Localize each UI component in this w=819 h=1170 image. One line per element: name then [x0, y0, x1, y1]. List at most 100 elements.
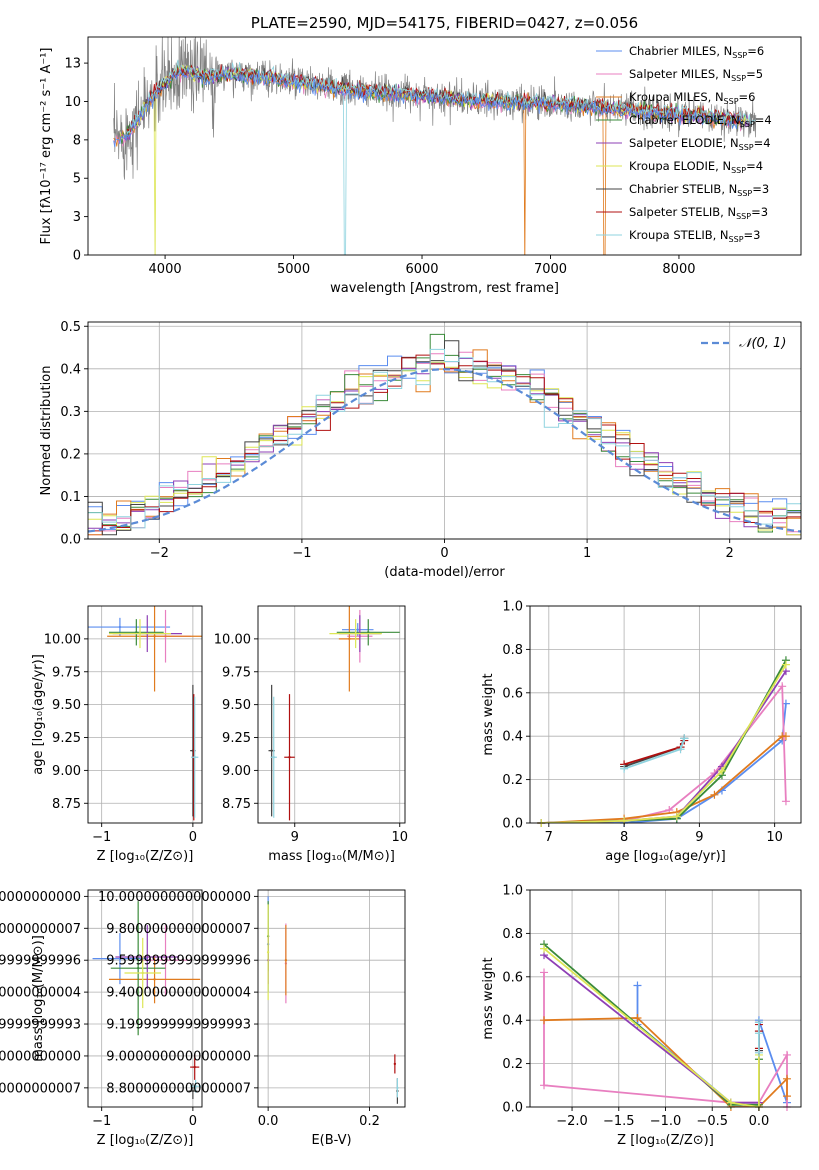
axes-frame [87, 889, 203, 1108]
series-marker [717, 766, 726, 775]
x-tick-label: −1 [92, 830, 111, 845]
x-tick-label: 1 [583, 546, 591, 561]
y-tick-label: 10.0000000000000000 [0, 890, 81, 905]
y-tick-label: 10.0000000000000000 [98, 890, 251, 905]
y-tick-label: 9.00 [222, 764, 251, 779]
data-point [191, 1089, 195, 1093]
x-tick-label: 0 [440, 546, 448, 561]
y-axis-label: Normed distribution [39, 366, 54, 496]
data-point [348, 637, 351, 641]
y-tick-label: 10.00 [44, 632, 81, 647]
y-tick-label: 0.4 [60, 362, 81, 377]
data-point [396, 1086, 399, 1090]
y-tick-label: 9.00 [52, 764, 81, 779]
y-tick-label: 9.1999999999999993 [0, 1018, 81, 1033]
x-tick-label: −1.5 [603, 1114, 635, 1129]
series-line [541, 703, 787, 823]
series-marker [680, 734, 689, 743]
x-axis-label: wavelength [Angstrom, rest frame] [330, 281, 559, 296]
data-point [284, 959, 288, 962]
x-tick-label: 8 [620, 830, 628, 845]
data-point [141, 971, 144, 975]
y-axis-label: mass weight [481, 673, 496, 755]
y-tick-label: 0.4 [502, 1014, 523, 1029]
model-spectrum-line [113, 67, 744, 148]
series-marker [754, 1029, 763, 1038]
y-tick-label: 0.5 [60, 320, 81, 335]
data-point [356, 628, 359, 631]
y-tick-label: 0.8 [502, 927, 523, 942]
y-tick-label: 9.0000000000000000 [0, 1049, 81, 1064]
y-axis-label: mass weight [481, 957, 496, 1039]
y-tick-label: 1.0 [502, 600, 523, 615]
x-tick-label: 0 [189, 830, 197, 845]
mass-weight-vs-metallicity-panel: −2.0 −1.5 −1.0 −0.5 0.0 0.0 0.2 0.4 0.6 0.8 1.0 Z [… [481, 884, 802, 1148]
x-axis-label: Z [log₁₀(Z/Z⊙)] [97, 1133, 194, 1148]
series-marker [781, 660, 790, 669]
data-point [164, 959, 167, 962]
y-tick-label: 0.8 [502, 643, 523, 658]
model-spectrum-line [126, 64, 744, 133]
data-point [146, 955, 149, 959]
series-marker [754, 1018, 763, 1027]
residual-histogram [88, 354, 801, 532]
x-tick-label: 0.0 [258, 1114, 279, 1129]
x-axis-label: E(B-V) [311, 1133, 351, 1148]
series-marker [540, 968, 549, 977]
x-axis-label: mass [log₁₀(M/M⊙)] [268, 849, 395, 864]
y-tick-label: 9.0000000000000000 [106, 1049, 251, 1064]
normal-pdf-curve [88, 368, 801, 533]
x-tick-label: 0.2 [359, 1114, 380, 1129]
mass-vs-ebv-panel: 0.0 0.2 8.8000000000000007 9.00000000000000… [98, 889, 406, 1148]
legend-entry: Chabrier ELODIE, NSSP=4 [629, 113, 772, 129]
residuals-panel: −2 −1 0 1 2 0.0 0.1 0.2 0.3 0.4 0.5 (data-model)/er… [39, 320, 802, 580]
series-marker [782, 1092, 791, 1101]
x-tick-label: 7000 [534, 262, 567, 277]
y-tick-label: 0.0 [60, 533, 81, 548]
y-tick-label: 0.4 [502, 730, 523, 745]
data-point [118, 957, 122, 960]
legend-entry: Salpeter ELODIE, NSSP=4 [629, 136, 771, 152]
mass-weight-vs-age-panel: 7 8 9 10 0.0 0.2 0.4 0.6 0.8 1.0 age [log₁₀(age/yr… [481, 600, 802, 864]
y-tick-label: 9.4000000000000004 [0, 986, 81, 1001]
x-axis-label: (data-model)/error [384, 565, 505, 580]
y-tick-label: 9.5999999999999996 [0, 954, 81, 969]
y-tick-label: 0.2 [502, 1057, 523, 1072]
y-axis-label: age [log₁₀(age/yr)] [31, 654, 46, 775]
x-tick-label: −1 [292, 546, 311, 561]
series-marker [540, 1016, 549, 1025]
y-tick-label: 10 [64, 95, 81, 110]
y-axis-label: mass [log₁₀(M/M⊙)] [31, 935, 46, 1062]
chart-title: PLATE=2590, MJD=54175, FIBERID=0427, z=0… [251, 14, 638, 32]
data-point [136, 966, 140, 970]
x-tick-label: −1.0 [650, 1114, 682, 1129]
legend-entry: Chabrier STELIB, NSSP=3 [629, 182, 769, 198]
series-marker [778, 682, 787, 691]
y-tick-label: 9.5999999999999996 [106, 954, 251, 969]
data-point [138, 632, 142, 635]
y-tick-label: 3 [73, 210, 81, 225]
data-point [270, 749, 273, 752]
y-tick-label: 9.4000000000000004 [106, 986, 251, 1001]
legend-entry: Salpeter MILES, NSSP=5 [629, 67, 763, 83]
x-tick-label: 7 [545, 830, 553, 845]
series-marker [633, 1014, 642, 1023]
y-tick-label: 0.6 [502, 970, 523, 985]
y-tick-label: 0 [73, 249, 81, 264]
series-marker [782, 1074, 791, 1083]
mass-vs-metallicity-panel: −1 0 8.8000000000000007 9.0000000000000000 9… [0, 889, 203, 1148]
series-line [543, 947, 760, 1107]
data-point [266, 951, 270, 954]
y-tick-label: 8.75 [222, 797, 251, 812]
x-tick-label: 0 [189, 1114, 197, 1129]
x-axis-label: Z [log₁₀(Z/Z⊙)] [97, 849, 194, 864]
series-marker [540, 944, 549, 953]
x-tick-label: −1 [92, 1114, 111, 1129]
y-tick-label: 9.1999999999999993 [106, 1018, 251, 1033]
y-tick-label: 9.25 [52, 731, 81, 746]
x-tick-label: 9 [291, 830, 299, 845]
series-marker [676, 745, 685, 754]
data-point [393, 1062, 397, 1066]
axes-frame [87, 605, 203, 824]
